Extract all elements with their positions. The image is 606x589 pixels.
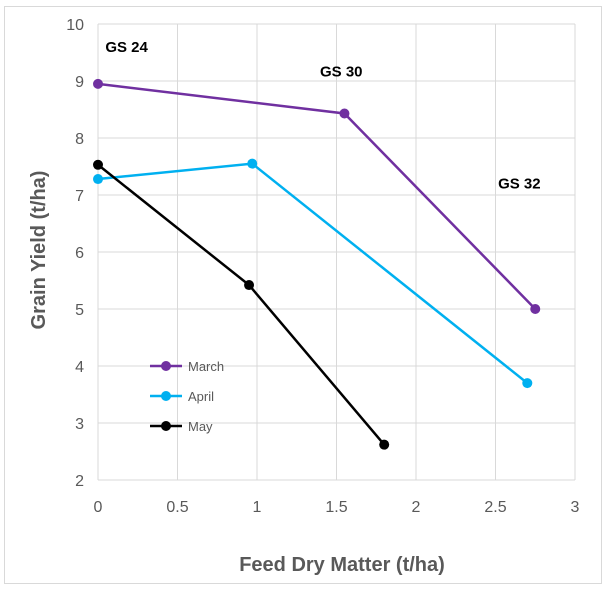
legend-marker [161,421,171,431]
y-tick-label: 8 [75,131,84,148]
x-tick-label: 2 [412,499,421,516]
legend-entry: May [188,419,213,434]
y-axis-title: Grain Yield (t/ha) [28,171,50,330]
data-point-april [93,174,103,185]
x-tick-label: 0.5 [166,499,188,516]
growth-stage-annotation: GS 32 [498,176,541,193]
legend-marker [161,361,171,371]
y-tick-label: 3 [75,416,84,433]
data-point-april [522,378,533,389]
series-layer [93,78,541,450]
y-tick-label: 9 [75,74,84,91]
legend-marker [161,391,171,401]
x-axis-title: Feed Dry Matter (t/ha) [239,554,445,576]
x-tick-label: 0 [94,499,103,516]
y-tick-label: 7 [75,188,84,205]
data-point-march [530,304,541,314]
data-point-may [244,280,255,291]
y-tick-label: 4 [75,359,84,376]
growth-stage-annotation: GS 24 [105,39,148,56]
x-tick-label: 1.5 [325,499,347,516]
legend: March April May [150,359,224,434]
growth-stage-annotation: GS 30 [320,63,363,80]
data-point-may [93,159,103,170]
series-line-april [97,162,529,385]
y-tick-label: 2 [75,473,84,490]
y-tick-label: 6 [75,245,84,262]
chart-frame [4,6,602,584]
legend-entry: April [188,389,214,404]
y-tick-label: 10 [66,17,84,34]
data-point-march [93,78,103,89]
x-tick-label: 1 [253,499,262,516]
annotations: GS 24 GS 30 GS 32 [105,39,540,193]
x-tick-label: 3 [571,499,580,516]
axes: 2 3 4 5 6 7 8 9 10 0 0.5 1 1.5 2 2.5 3 [66,17,579,516]
data-point-april [247,158,258,169]
x-tick-label: 2.5 [484,499,506,516]
series-line-may [97,163,386,446]
series-line-march [97,82,537,310]
data-point-may [379,439,390,450]
grid [97,23,576,481]
legend-entry: March [188,359,224,374]
data-point-march [339,108,350,119]
y-tick-label: 5 [75,302,84,319]
